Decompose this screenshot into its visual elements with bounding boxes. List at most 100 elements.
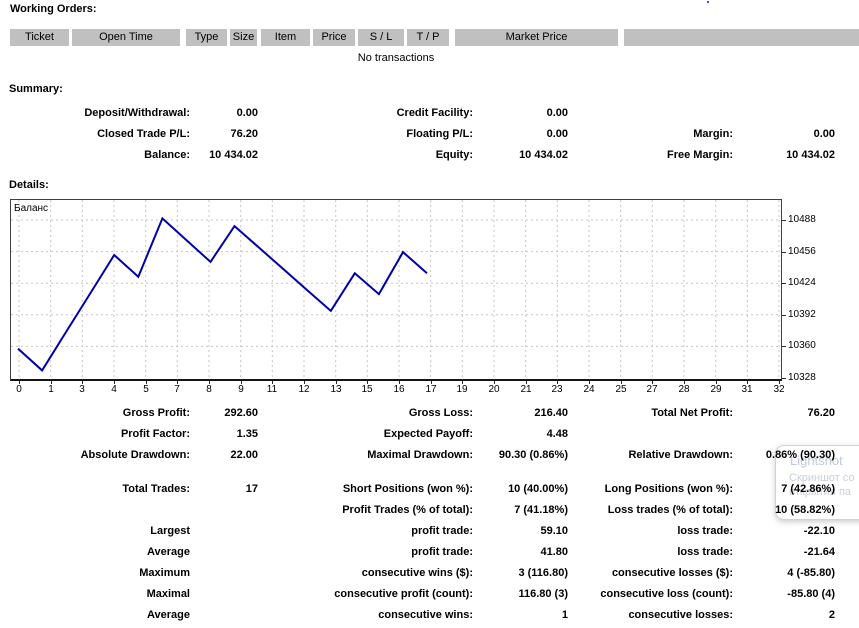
summary-value: 0.00 (236, 107, 258, 119)
stat-row: Maximum consecutive wins ($): 3 (116.80) co… (0, 563, 859, 584)
stat-row: Gross Profit: 292.60 Gross Loss: 216.40 Tota… (0, 403, 859, 424)
stat-row: Absolute Drawdown: 22.00 Maximal Drawdown:… (0, 445, 859, 466)
summary-table: Deposit/Withdrawal: 0.00 Credit Facility: 0… (0, 103, 859, 166)
balance-chart (10, 199, 782, 381)
summary-label: Free Margin: (666, 149, 733, 161)
x-axis-label: 31 (741, 384, 753, 395)
stat-value: 59.10 (540, 525, 568, 537)
stat-label: Average (146, 609, 190, 621)
x-axis-label: 8 (206, 384, 212, 395)
stat-label: profit trade: (411, 546, 473, 558)
x-axis-label: 28 (678, 384, 690, 395)
stat-label: Gross Profit: (122, 407, 190, 419)
y-axis-label: 10424 (788, 277, 816, 288)
x-axis-label: 9 (238, 384, 244, 395)
stat-label: consecutive loss (count): (600, 588, 733, 600)
column-header-price: Price (313, 29, 355, 46)
stat-label: consecutive wins: (378, 609, 473, 621)
x-axis-label: 4 (111, 384, 117, 395)
cropped-glyph-dot (707, 1, 709, 3)
stat-label: loss trade: (677, 546, 733, 558)
stat-value (733, 424, 835, 445)
stat-value: 22.00 (230, 449, 258, 461)
stat-label: Gross Loss: (408, 407, 473, 419)
column-header-s-l: S / L (358, 29, 404, 46)
stat-value: 0.86% (90.30) (765, 449, 835, 461)
x-axis-tick (146, 381, 147, 384)
x-axis-tick (241, 381, 242, 384)
statistics-table: Gross Profit: 292.60 Gross Loss: 216.40 Tota… (0, 403, 859, 626)
lightshot-notification[interactable]: Lightshot Скриншот со открытия па (775, 445, 859, 520)
x-axis-tick (462, 381, 463, 384)
x-axis-tick (494, 381, 495, 384)
y-axis-label: 10488 (788, 214, 816, 225)
lightshot-app-name: Lightshot (790, 453, 843, 468)
y-axis-tick (782, 346, 786, 347)
x-axis-label: 29 (710, 384, 722, 395)
stat-value: 7 (41.18%) (514, 504, 568, 516)
stat-label: Expected Payoff: (383, 428, 473, 440)
x-axis-label: 3 (79, 384, 85, 395)
stat-value: -22.10 (803, 525, 835, 537)
x-axis-tick (19, 381, 20, 384)
stat-value: -21.64 (803, 546, 835, 558)
stat-value (190, 500, 258, 521)
stat-value: 3 (116.80) (518, 567, 568, 579)
stat-label: Short Positions (won %): (342, 483, 473, 495)
summary-value: 10 434.02 (519, 149, 568, 161)
summary-row: Deposit/Withdrawal: 0.00 Credit Facility: 0… (0, 103, 859, 124)
x-axis-tick (684, 381, 685, 384)
x-axis-tick (621, 381, 622, 384)
x-axis-tick (367, 381, 368, 384)
summary-row: Closed Trade P/L: 76.20 Floating P/L: 0.00 M… (0, 124, 859, 145)
x-axis-label: 32 (773, 384, 785, 395)
y-axis-tick (782, 220, 786, 221)
stat-value: 4 (-85.80) (787, 567, 835, 579)
stat-label: Maximum (139, 567, 190, 579)
stat-row: Largest profit trade: 59.10 loss trade: -22.… (0, 521, 859, 542)
x-axis-label: 13 (330, 384, 342, 395)
stat-label: Relative Drawdown: (628, 449, 733, 461)
x-axis-tick (652, 381, 653, 384)
stat-value: 7 (42.86%) (781, 483, 835, 495)
stat-value: 216.40 (534, 407, 568, 419)
x-axis-tick (336, 381, 337, 384)
stat-label: Profit Trades (% of total): (342, 504, 473, 516)
stat-value: -85.80 (4) (787, 588, 835, 600)
column-header-blank (624, 29, 859, 46)
stat-label (0, 500, 190, 521)
x-axis-label: 21 (520, 384, 532, 395)
summary-title: Summary: (9, 83, 63, 95)
x-axis-label: 11 (266, 384, 278, 395)
x-axis-label: 15 (361, 384, 373, 395)
stat-label: profit trade: (411, 525, 473, 537)
stat-value: 2 (828, 609, 835, 621)
stat-label: consecutive losses: (628, 609, 733, 621)
stat-label: Maximal (146, 588, 190, 600)
stat-label (568, 424, 733, 445)
stat-label: Absolute Drawdown: (80, 449, 190, 461)
y-axis-tick (782, 315, 786, 316)
summary-row: Balance: 10 434.02 Equity: 10 434.02 Free Ma… (0, 145, 859, 166)
stat-value (190, 521, 258, 542)
x-axis-tick (526, 381, 527, 384)
chart-series-label: Баланс (14, 203, 49, 214)
summary-value: 0.00 (546, 128, 568, 140)
x-axis-label: 7 (174, 384, 180, 395)
stat-label: Total Trades: (122, 483, 190, 495)
x-axis-tick (51, 381, 52, 384)
stat-label: Loss trades (% of total): (607, 504, 733, 516)
summary-label: Closed Trade P/L: (97, 128, 190, 140)
summary-label (568, 103, 733, 124)
x-axis-tick (431, 381, 432, 384)
column-header-open-time: Open Time (72, 29, 180, 46)
x-axis-tick (716, 381, 717, 384)
stat-value: 116.80 (3) (518, 588, 568, 600)
column-header-ticket: Ticket (10, 29, 69, 46)
chart-grid (11, 200, 781, 379)
cropped-text-fragment: г. (693, 0, 715, 4)
column-header-market-price: Market Price (455, 29, 618, 46)
stat-value: 1 (561, 609, 568, 621)
column-header-t-p: T / P (407, 29, 449, 46)
summary-value: 10 434.02 (786, 149, 835, 161)
